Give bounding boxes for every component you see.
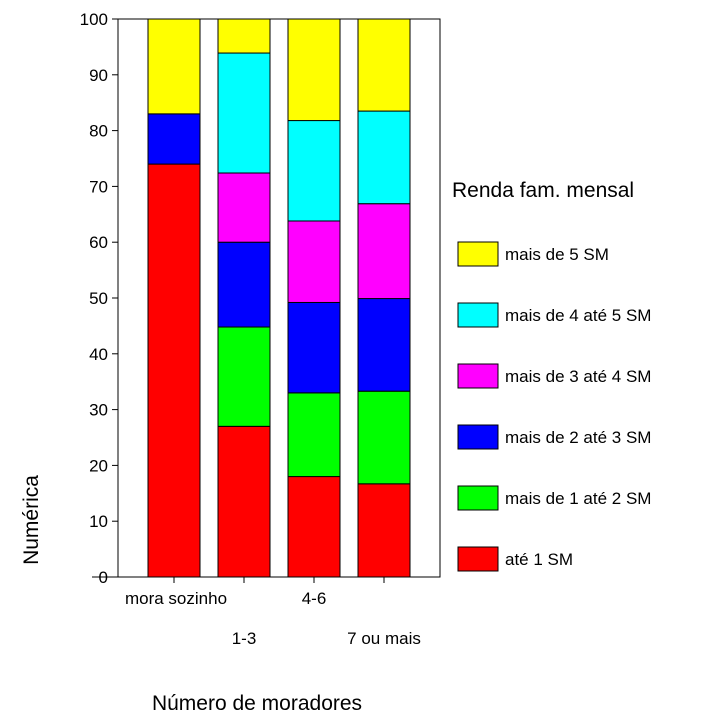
bars-group: [147, 18, 411, 578]
x-axis-title: Número de moradores: [152, 692, 362, 715]
bar-segment: [287, 392, 341, 478]
bar-segment: [217, 172, 271, 243]
legend: Renda fam. mensal mais de 5 SM mais de 4 …: [452, 179, 651, 572]
bar-segment: [287, 476, 341, 578]
bar-segment: [147, 113, 201, 165]
legend-label: mais de 3 até 4 SM: [505, 367, 651, 386]
bar-segment: [357, 483, 411, 578]
legend-swatch: [457, 424, 499, 450]
bar-segment: [217, 241, 271, 328]
y-tick-label: 80: [89, 122, 108, 141]
bar-segment: [217, 425, 271, 578]
legend-swatch: [457, 302, 499, 328]
y-tick-label: 50: [89, 289, 108, 308]
legend-swatch: [457, 241, 499, 267]
y-tick-label: 100: [80, 10, 108, 29]
x-tick-label: mora sozinho: [125, 589, 227, 608]
y-tick-label: 40: [89, 345, 108, 364]
bar-segment: [217, 18, 271, 54]
x-tick-label: 4-6: [302, 589, 327, 608]
x-tick-label: 1-3: [232, 629, 257, 648]
bar-segment: [287, 301, 341, 394]
y-tick-label: 10: [89, 512, 108, 531]
bar-segment: [147, 18, 201, 115]
legend-swatch: [457, 485, 499, 511]
bar-segment: [357, 110, 411, 205]
y-axis-title: Numérica: [20, 475, 43, 565]
legend-label: mais de 4 até 5 SM: [505, 306, 651, 325]
bar-segment: [287, 18, 341, 122]
bar-segment: [357, 390, 411, 485]
y-tick-label: 20: [89, 456, 108, 475]
y-tick-label: 60: [89, 233, 108, 252]
bar-segment: [287, 220, 341, 303]
y-tick-label: 90: [89, 66, 108, 85]
x-tick-label: 7 ou mais: [347, 629, 421, 648]
legend-swatch: [457, 363, 499, 389]
bar-segment: [217, 52, 271, 174]
legend-label: até 1 SM: [505, 550, 573, 569]
bar-segment: [357, 298, 411, 392]
legend-title: Renda fam. mensal: [452, 179, 634, 202]
bar-segment: [357, 203, 411, 300]
legend-label: mais de 1 até 2 SM: [505, 489, 651, 508]
y-tick-label: 30: [89, 401, 108, 420]
legend-label: mais de 5 SM: [505, 245, 609, 264]
bar-segment: [287, 120, 341, 222]
bar-segment: [357, 18, 411, 112]
legend-swatch: [457, 546, 499, 572]
bar-segment: [147, 163, 201, 578]
legend-label: mais de 2 até 3 SM: [505, 428, 651, 447]
x-axis: mora sozinho 1-3 4-6 7 ou mais: [92, 576, 421, 648]
bar-segment: [217, 326, 271, 427]
y-tick-label: 70: [89, 177, 108, 196]
